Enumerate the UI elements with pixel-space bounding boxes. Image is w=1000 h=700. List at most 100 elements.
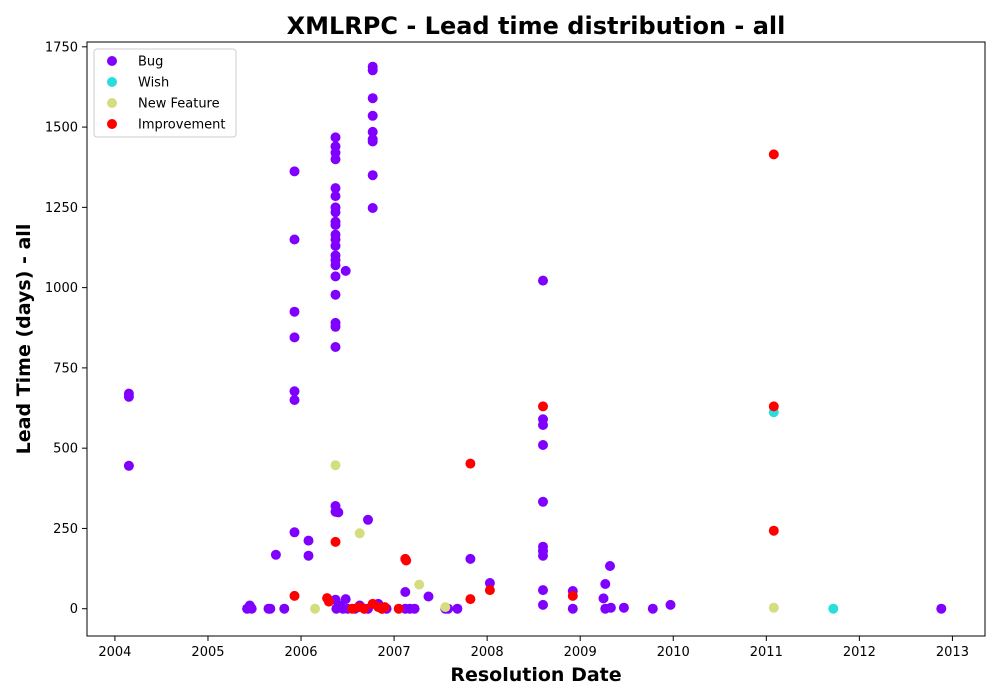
plot-frame: [86, 41, 986, 637]
x-tick-label: 2009: [564, 645, 597, 660]
bug-point: [600, 579, 611, 589]
wish-point: [828, 603, 839, 614]
bug-point: [330, 289, 341, 300]
bug-point: [270, 549, 281, 560]
x-tick-label: 2005: [191, 645, 224, 660]
bug-point: [303, 535, 314, 546]
bug-point: [330, 191, 341, 202]
new-feature-point: [330, 460, 341, 471]
new-feature-point: [354, 528, 365, 539]
bug-point: [452, 603, 463, 614]
bug-point: [289, 332, 300, 343]
bug-point: [936, 603, 947, 614]
bug-point: [340, 594, 351, 605]
bug-point: [303, 550, 314, 561]
bug-point: [367, 126, 378, 137]
legend-label-wish: Wish: [138, 76, 169, 91]
bug-point: [605, 561, 615, 571]
bug-point: [567, 603, 578, 614]
bug-point: [538, 585, 548, 596]
y-tick-label: 500: [53, 442, 78, 457]
legend-label-new-feature: New Feature: [138, 97, 220, 112]
bug-point: [289, 386, 300, 397]
bug-point: [400, 587, 411, 597]
x-tick-label: 2008: [471, 645, 504, 660]
y-tick-label: 1250: [45, 201, 78, 216]
legend-marker-wish: [107, 77, 117, 87]
legend-box: [93, 48, 237, 138]
y-axis-label: Lead Time (days) - all: [13, 224, 35, 455]
bug-point: [665, 599, 676, 610]
x-tick-label: 2011: [750, 645, 783, 660]
bug-point: [123, 391, 134, 402]
legend-marker-new-feature: [107, 98, 117, 108]
legend-label-improvement: Improvement: [138, 118, 225, 133]
improvement-point: [379, 602, 390, 613]
improvement-point: [465, 594, 476, 605]
data-points: [123, 61, 947, 614]
y-tick-label: 750: [53, 361, 78, 376]
bug-point: [367, 170, 378, 181]
x-tick-label: 2006: [284, 645, 317, 660]
bug-point: [538, 550, 548, 561]
bug-point: [423, 591, 434, 602]
bug-point: [647, 603, 658, 614]
improvement-point: [465, 458, 476, 469]
improvement-point: [768, 525, 779, 536]
improvement-point: [768, 401, 779, 412]
bug-point: [465, 553, 476, 564]
bug-point: [330, 342, 341, 352]
bug-point: [538, 496, 548, 507]
bug-point: [340, 265, 351, 276]
improvement-point: [359, 603, 370, 614]
bug-point: [330, 183, 341, 194]
y-tick-label: 1500: [45, 121, 78, 136]
legend-marker-bug: [107, 56, 117, 66]
y-tick-label: 250: [53, 522, 78, 537]
y-tick-label: 0: [70, 602, 78, 617]
legend: Bug Wish New Feature Improvement: [93, 48, 237, 138]
bug-point: [289, 234, 300, 245]
bug-point: [330, 321, 341, 332]
bug-point: [123, 460, 134, 471]
improvement-point: [330, 536, 341, 547]
improvement-point: [768, 149, 779, 160]
x-tick-label: 2012: [843, 645, 876, 660]
y-axis: 0 250 500 750 1000 1250 1500 1750: [45, 40, 87, 617]
bug-point: [289, 166, 300, 177]
new-feature-point: [440, 602, 451, 613]
bug-point: [265, 603, 276, 614]
improvement-point: [393, 603, 404, 614]
bug-point: [538, 275, 548, 286]
bug-point: [367, 203, 378, 213]
improvement-point: [538, 401, 548, 412]
bug-point: [538, 420, 548, 430]
bug-point: [246, 603, 257, 614]
bug-point: [484, 578, 495, 588]
y-tick-label: 1000: [45, 281, 78, 296]
bug-point: [330, 220, 341, 230]
legend-label-bug: Bug: [138, 55, 163, 70]
x-tick-label: 2013: [936, 645, 969, 660]
y-tick-label: 1750: [45, 40, 78, 55]
bug-point: [330, 207, 341, 218]
x-tick-label: 2007: [378, 645, 411, 660]
bug-point: [333, 507, 344, 518]
bug-point: [330, 260, 341, 271]
legend-marker-improvement: [107, 119, 117, 129]
new-feature-point: [768, 602, 779, 613]
improvement-point: [289, 590, 300, 601]
bug-point: [330, 132, 341, 143]
bug-point: [367, 93, 378, 104]
bug-point: [330, 271, 341, 282]
bug-point: [538, 440, 548, 450]
bug-point: [409, 603, 420, 614]
new-feature-point: [310, 603, 320, 614]
bug-point: [279, 603, 290, 614]
improvement-point: [401, 555, 412, 566]
bug-point: [618, 602, 629, 613]
bug-point: [538, 599, 548, 610]
x-tick-label: 2004: [98, 645, 131, 660]
improvement-point: [484, 585, 495, 596]
